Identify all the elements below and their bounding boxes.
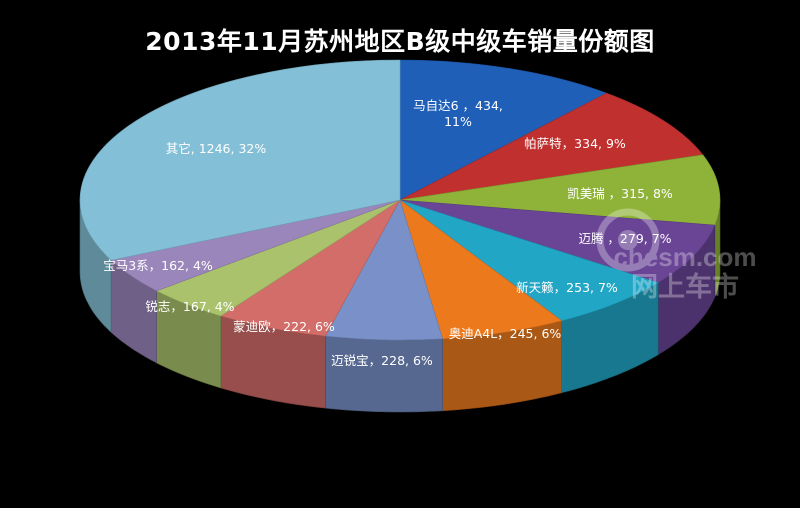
slice-4-label-line: 新天籁，253, 7% [516, 280, 618, 295]
watermark-site-text: chesm.com [613, 242, 756, 272]
slice-6-label: 迈锐宝，228, 6% [331, 353, 433, 368]
slice-0-label-line: 马自达6 ，434, [413, 98, 503, 113]
slice-3-wedge [399, 199, 716, 284]
pie-sides [79, 199, 721, 413]
slice-9-label-line: 宝马3系，162, 4% [103, 258, 213, 273]
slice-5-label: 奥迪A4L，245, 6% [449, 326, 562, 341]
slice-2-wedge [399, 154, 721, 226]
slice-5-label-line: 奥迪A4L，245, 6% [449, 326, 562, 341]
slice-2-label: 凯美瑞 ，315, 8% [567, 186, 673, 201]
watermark-brand-text: 网上车市 [631, 271, 739, 302]
slice-10-label: 其它, 1246, 32% [166, 141, 267, 156]
slice-7-label-line: 蒙迪欧，222, 6% [233, 319, 335, 334]
watermark: chesm.com 网上车市 [596, 208, 757, 302]
slice-10-label-line: 其它, 1246, 32% [166, 141, 267, 156]
slice-0-label: 马自达6 ，434, 11% [413, 98, 503, 129]
slice-1-label: 帕萨特，334, 9% [524, 136, 626, 151]
watermark-logo-icon [596, 208, 660, 272]
slice-6-side [325, 335, 443, 413]
slice-1-label-line: 帕萨特，334, 9% [524, 136, 626, 151]
slice-9-label: 宝马3系，162, 4% [103, 258, 213, 273]
slice-8-label: 锐志，167, 4% [145, 299, 234, 314]
slice-2-label-line: 凯美瑞 ，315, 8% [567, 186, 673, 201]
slice-4-label: 新天籁，253, 7% [516, 280, 618, 295]
chart-title: 2013年11月苏州地区B级中级车销量份额图 [145, 27, 655, 56]
slice-8-label-line: 锐志，167, 4% [145, 299, 234, 314]
slice-4-wedge [399, 199, 659, 322]
slice-10-wedge [79, 59, 401, 261]
slice-1-wedge [399, 92, 704, 201]
slice-0-label-line: 11% [444, 114, 472, 129]
watermark-logo-dot [618, 230, 638, 250]
slice-3-label: 迈腾 ，279, 7% [578, 231, 671, 246]
slice-6-label-line: 迈锐宝，228, 6% [331, 353, 433, 368]
slice-5-wedge [399, 199, 563, 340]
slice-3-label-line: 迈腾 ，279, 7% [578, 231, 671, 246]
slice-0-wedge [399, 59, 608, 201]
slice-labels: 马自达6 ，434, 11% 帕萨特，334, 9% 凯美瑞 ，315, 8% 迈腾 ，… [103, 98, 673, 368]
slice-7-label: 蒙迪欧，222, 6% [233, 319, 335, 334]
pie-top-faces [79, 59, 721, 341]
